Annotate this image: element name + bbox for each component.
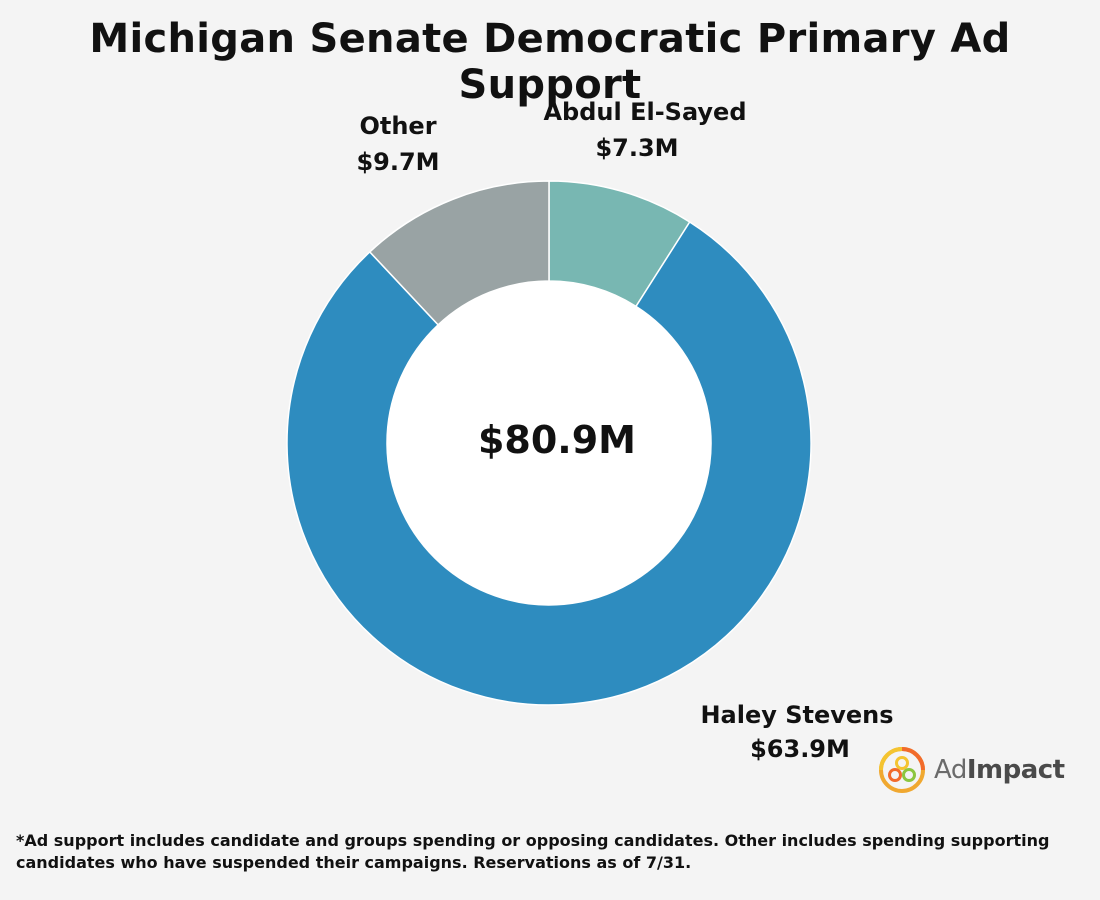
slice-label-other-value: $9.7M bbox=[356, 148, 439, 176]
footnote: *Ad support includes candidate and group… bbox=[16, 831, 1050, 872]
slice-label-abdul-el-sayed-value: $7.3M bbox=[595, 134, 678, 162]
slice-label-haley-stevens-value: $63.9M bbox=[750, 735, 850, 763]
logo-text-light: Ad bbox=[934, 755, 967, 785]
adimpact-logo-mark-icon bbox=[879, 747, 925, 793]
donut-center-total: $80.9M bbox=[478, 418, 636, 462]
chart-title: Michigan Senate Democratic Primary Ad Su… bbox=[89, 16, 1011, 108]
logo-text-bold: Impact bbox=[966, 755, 1065, 785]
slice-label-abdul-el-sayed-name: Abdul El-Sayed bbox=[543, 98, 746, 126]
slice-label-other-name: Other bbox=[359, 112, 436, 140]
donut-hole bbox=[387, 281, 711, 605]
donut-slices bbox=[286, 180, 812, 706]
slice-label-haley-stevens-name: Haley Stevens bbox=[700, 701, 893, 729]
adimpact-logo: AdImpact bbox=[878, 746, 1065, 794]
adimpact-logo-text: AdImpact bbox=[934, 755, 1065, 785]
